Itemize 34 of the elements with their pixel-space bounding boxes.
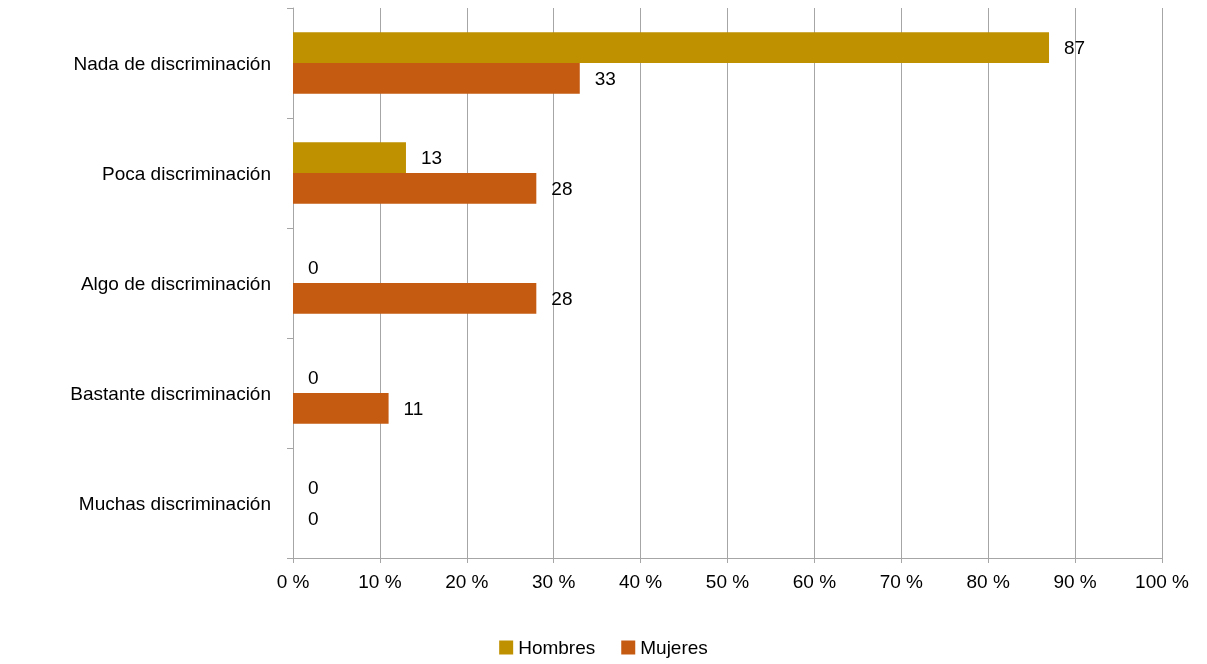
bar (293, 32, 1050, 63)
data-label: 87 (1064, 37, 1086, 59)
bar (293, 173, 537, 204)
bar (293, 393, 389, 424)
y-tick-label: Muchas discriminación (78, 492, 271, 514)
bar (293, 63, 580, 94)
bar (293, 283, 537, 314)
data-label: 0 (308, 477, 319, 499)
x-tick-label: 60 % (792, 571, 837, 592)
data-label: 33 (594, 67, 616, 89)
x-tick-label: 30 % (532, 571, 576, 592)
data-label: 28 (551, 177, 573, 199)
x-tick-label: 70 % (879, 571, 924, 592)
legend-label: Mujeres (640, 637, 708, 658)
y-tick-label: Poca discriminación (102, 162, 271, 184)
legend-label: Hombres (518, 637, 596, 658)
x-tick-label: 0 % (276, 571, 310, 592)
y-tick-label: Nada de discriminación (73, 52, 271, 74)
x-tick-label: 10 % (358, 571, 402, 592)
data-label: 0 (308, 257, 319, 279)
x-tick-label: 40 % (618, 571, 663, 592)
data-label: 0 (308, 367, 319, 389)
x-tick-label: 50 % (705, 571, 750, 592)
data-label: 11 (403, 397, 424, 419)
bar (293, 142, 406, 173)
x-tick-label: 20 % (445, 571, 489, 592)
y-tick-label: Algo de discriminación (80, 272, 271, 294)
x-tick-label: 100 % (1135, 571, 1190, 592)
x-tick-label: 90 % (1053, 571, 1097, 592)
x-tick-label: 80 % (966, 571, 1010, 592)
data-label: 13 (420, 147, 443, 169)
data-label: 28 (551, 287, 573, 309)
y-tick-label: Bastante discriminación (70, 382, 271, 404)
data-label: 0 (308, 507, 319, 529)
